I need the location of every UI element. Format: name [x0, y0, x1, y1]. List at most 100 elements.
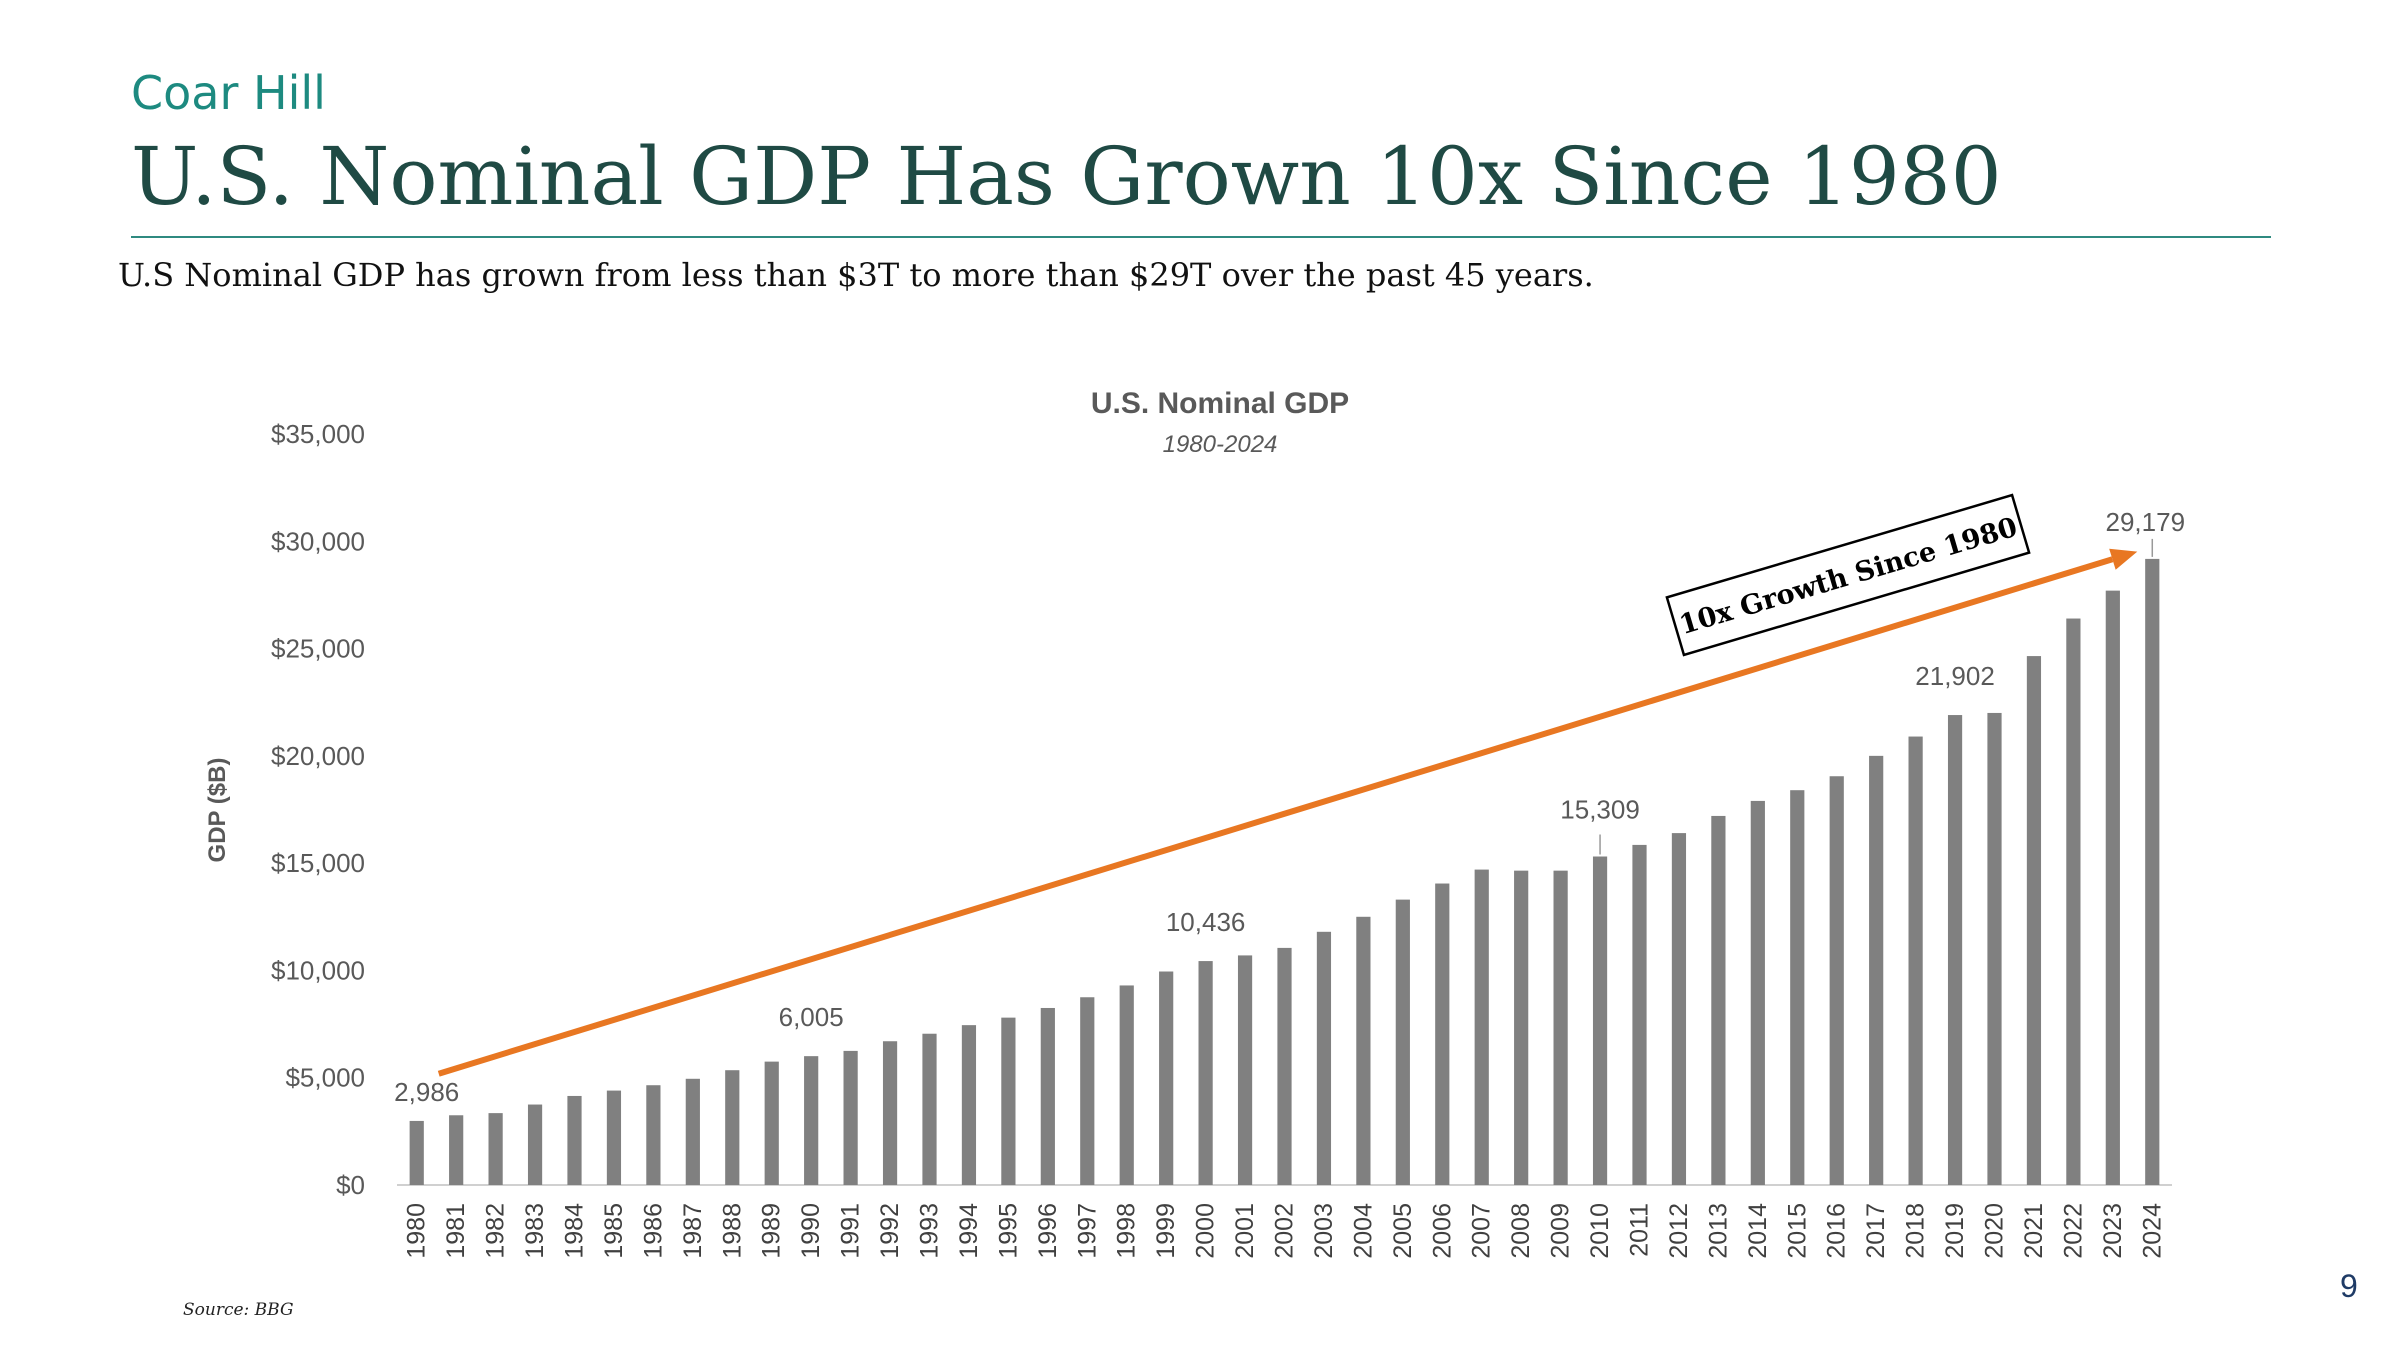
y-tick-label: $5,000 [285, 1063, 365, 1093]
title-divider [131, 236, 2271, 238]
bar-2005 [1395, 899, 1410, 1185]
y-tick-label: $35,000 [271, 419, 365, 449]
x-tick-label: 1990 [797, 1203, 825, 1259]
x-tick-label: 2022 [2059, 1203, 2087, 1259]
x-tick-label: 1991 [837, 1203, 865, 1259]
x-tick-label: 1993 [916, 1203, 944, 1259]
x-tick-label: 2010 [1586, 1203, 1614, 1259]
x-tick-label: 2014 [1744, 1203, 1772, 1259]
x-tick-label: 2002 [1271, 1203, 1299, 1259]
x-tick-label: 2015 [1783, 1203, 1811, 1259]
bar-2016 [1829, 776, 1844, 1185]
annotation-box-border [1665, 493, 2031, 657]
x-tick-label: 2013 [1704, 1203, 1732, 1259]
bar-2011 [1632, 844, 1647, 1185]
bar-1980 [409, 1120, 424, 1185]
annotation-text: 10x Growth Since 1980 [1676, 512, 2021, 641]
x-tick-label: 2004 [1349, 1203, 1377, 1259]
y-axis-label: GDP ($B) [204, 758, 231, 863]
x-tick-label: 2005 [1389, 1203, 1417, 1259]
data-label-2000: 10,436 [1166, 907, 1246, 937]
y-tick-label: $30,000 [271, 526, 365, 556]
bar-1993 [922, 1033, 937, 1185]
bar-2004 [1356, 916, 1371, 1185]
bar-2018 [1908, 736, 1923, 1185]
bar-2015 [1790, 790, 1805, 1185]
x-tick-label: 2017 [1862, 1203, 1890, 1259]
y-tick-label: $20,000 [271, 741, 365, 771]
y-tick-label: $10,000 [271, 955, 365, 985]
x-tick-label: 2012 [1665, 1203, 1693, 1259]
bar-1988 [725, 1070, 740, 1185]
bar-2007 [1474, 869, 1489, 1185]
bar-1983 [527, 1104, 543, 1185]
bar-1981 [449, 1115, 464, 1185]
x-tick-label: 1998 [1113, 1203, 1141, 1259]
x-tick-label: 1992 [876, 1203, 904, 1259]
brand-name: Coar Hill [131, 66, 326, 120]
y-axis-ticks: $0 $5,000 $10,000 $15,000 $20,000 $25,000 $30,… [271, 419, 365, 1200]
bar-2014 [1750, 800, 1765, 1185]
page-subtitle: U.S Nominal GDP has grown from less than… [118, 256, 1594, 294]
x-tick-label: 2007 [1468, 1203, 1496, 1259]
bar-1999 [1159, 971, 1174, 1185]
bar-1987 [685, 1078, 700, 1185]
bar-2000 [1198, 961, 1213, 1185]
page-title: U.S. Nominal GDP Has Grown 10x Since 198… [131, 130, 2002, 223]
bar-2006 [1435, 883, 1450, 1185]
bar-1989 [764, 1061, 779, 1185]
bar-2013 [1711, 815, 1726, 1185]
bar-2008 [1514, 870, 1529, 1185]
bar-1982 [488, 1113, 503, 1185]
x-tick-label: 1986 [639, 1203, 667, 1259]
x-tick-label: 1981 [442, 1203, 470, 1259]
data-labels: 2,986 6,005 10,436 15,309 21,902 29,179 [394, 507, 2185, 1107]
bar-2019 [1947, 715, 1963, 1185]
bar-1995 [1001, 1017, 1016, 1185]
y-tick-label: $15,000 [271, 848, 365, 878]
x-tick-label: 1994 [955, 1203, 983, 1259]
bar-2021 [2026, 656, 2042, 1185]
x-tick-label: 2009 [1547, 1203, 1575, 1259]
bar-1985 [606, 1090, 622, 1185]
annotation-box: 10x Growth Since 1980 [1665, 493, 2031, 657]
x-tick-label: 2000 [1192, 1203, 1220, 1259]
page-number: 9 [2340, 1268, 2358, 1304]
bar-1991 [843, 1050, 858, 1185]
y-tick-label: $0 [336, 1170, 365, 1200]
data-label-2010: 15,309 [1560, 795, 1640, 825]
bars-group [409, 558, 2160, 1185]
x-tick-label: 1987 [679, 1203, 707, 1259]
bar-2009 [1553, 870, 1568, 1185]
x-tick-label: 2011 [1626, 1203, 1654, 1257]
x-tick-label: 2001 [1231, 1203, 1259, 1259]
bar-1986 [646, 1085, 661, 1185]
x-tick-label: 2006 [1428, 1203, 1456, 1259]
x-tick-label: 1988 [718, 1203, 746, 1259]
x-tick-label: 1984 [561, 1203, 589, 1259]
bar-1984 [567, 1095, 582, 1185]
bar-2017 [1869, 755, 1884, 1185]
x-tick-label: 2024 [2138, 1203, 2166, 1259]
x-tick-label: 2003 [1310, 1203, 1338, 1259]
x-tick-label: 2023 [2099, 1203, 2127, 1259]
x-tick-label: 1995 [994, 1203, 1022, 1259]
x-tick-label: 2019 [1941, 1203, 1969, 1259]
bar-2022 [2066, 618, 2081, 1185]
source-note: Source: BBG [183, 1300, 294, 1320]
x-tick-label: 2020 [1981, 1203, 2009, 1259]
bar-2023 [2105, 590, 2120, 1185]
x-tick-label: 1996 [1034, 1203, 1062, 1259]
x-axis-tick-labels: 1980 1981 1982 1983 1984 1985 1986 1987 1988 1989… [403, 1203, 2167, 1259]
bar-1997 [1080, 997, 1095, 1185]
data-label-1990: 6,005 [779, 1002, 844, 1032]
bar-2010 [1592, 856, 1608, 1185]
x-tick-label: 1997 [1073, 1203, 1101, 1259]
x-tick-label: 1980 [403, 1203, 431, 1259]
x-tick-label: 1989 [758, 1203, 786, 1259]
bar-2002 [1277, 947, 1292, 1185]
x-tick-label: 1982 [482, 1203, 510, 1259]
bar-1990 [804, 1056, 819, 1185]
bar-1994 [961, 1025, 977, 1185]
bar-2001 [1237, 955, 1253, 1185]
